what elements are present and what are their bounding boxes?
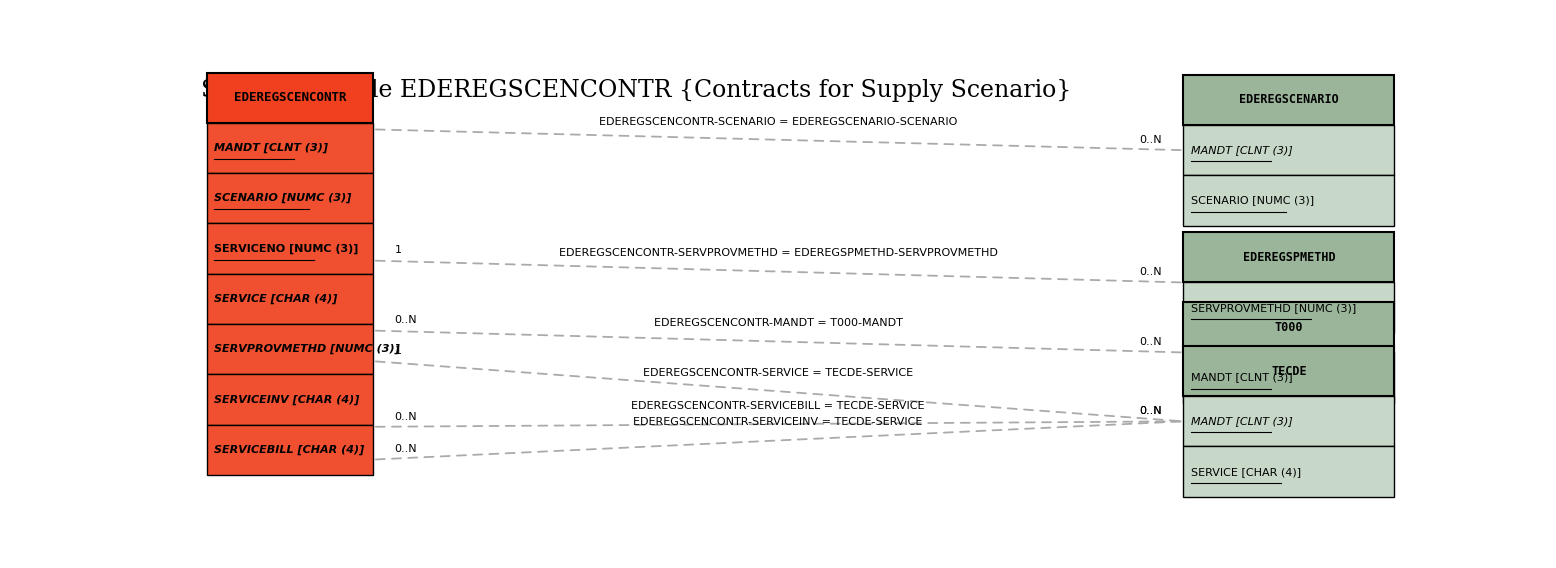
Bar bbox=[1183, 75, 1394, 125]
Text: EDEREGSCENARIO: EDEREGSCENARIO bbox=[1239, 93, 1338, 106]
Text: MANDT [CLNT (3)]: MANDT [CLNT (3)] bbox=[213, 143, 328, 153]
Text: EDEREGSCENCONTR-SERVICEINV = TECDE-SERVICE: EDEREGSCENCONTR-SERVICEINV = TECDE-SERVI… bbox=[633, 417, 923, 427]
Text: SCENARIO [NUMC (3)]: SCENARIO [NUMC (3)] bbox=[213, 193, 352, 203]
Text: SCENARIO [NUMC (3)]: SCENARIO [NUMC (3)] bbox=[1190, 195, 1313, 206]
Text: 0..N: 0..N bbox=[1139, 135, 1162, 145]
Bar bbox=[207, 173, 373, 223]
Text: MANDT [CLNT (3)]: MANDT [CLNT (3)] bbox=[1190, 145, 1293, 155]
Bar bbox=[207, 374, 373, 425]
Text: EDEREGSCENCONTR-MANDT = T000-MANDT: EDEREGSCENCONTR-MANDT = T000-MANDT bbox=[654, 319, 902, 328]
Text: SERVICE [CHAR (4)]: SERVICE [CHAR (4)] bbox=[213, 294, 338, 304]
Text: SERVICENO [NUMC (3)]: SERVICENO [NUMC (3)] bbox=[213, 244, 358, 254]
Bar bbox=[207, 123, 373, 173]
Text: 0..N: 0..N bbox=[1139, 267, 1162, 277]
Text: EDEREGSCENCONTR-SERVPROVMETHD = EDEREGSPMETHD-SERVPROVMETHD: EDEREGSCENCONTR-SERVPROVMETHD = EDEREGSP… bbox=[559, 248, 997, 258]
Text: EDEREGSCENCONTR-SCENARIO = EDEREGSCENARIO-SCENARIO: EDEREGSCENCONTR-SCENARIO = EDEREGSCENARI… bbox=[599, 116, 957, 127]
Text: SAP ABAP table EDEREGSCENCONTR {Contracts for Supply Scenario}: SAP ABAP table EDEREGSCENCONTR {Contract… bbox=[201, 79, 1071, 102]
Bar bbox=[1183, 346, 1394, 396]
Text: 0..N: 0..N bbox=[1139, 337, 1162, 347]
Bar bbox=[207, 425, 373, 475]
Text: EDEREGSPMETHD: EDEREGSPMETHD bbox=[1243, 251, 1335, 264]
Bar bbox=[1183, 176, 1394, 225]
Bar bbox=[1183, 352, 1394, 403]
Text: 1: 1 bbox=[395, 245, 401, 256]
Text: MANDT [CLNT (3)]: MANDT [CLNT (3)] bbox=[1190, 416, 1293, 427]
Text: SERVICE [CHAR (4)]: SERVICE [CHAR (4)] bbox=[1190, 467, 1301, 477]
Text: MANDT [CLNT (3)]: MANDT [CLNT (3)] bbox=[1190, 373, 1291, 383]
Bar bbox=[207, 223, 373, 274]
Bar bbox=[1183, 302, 1394, 352]
Bar bbox=[1183, 232, 1394, 282]
Text: SERVPROVMETHD [NUMC (3)]: SERVPROVMETHD [NUMC (3)] bbox=[1190, 303, 1355, 312]
Text: 0..N: 0..N bbox=[395, 444, 417, 454]
Text: SERVICEBILL [CHAR (4)]: SERVICEBILL [CHAR (4)] bbox=[213, 445, 364, 455]
Bar bbox=[1183, 282, 1394, 333]
Bar bbox=[1183, 125, 1394, 176]
Text: EDEREGSCENCONTR-SERVICE = TECDE-SERVICE: EDEREGSCENCONTR-SERVICE = TECDE-SERVICE bbox=[643, 368, 913, 378]
Text: EDEREGSCENCONTR: EDEREGSCENCONTR bbox=[233, 91, 345, 104]
Bar bbox=[207, 73, 373, 123]
Text: SERVPROVMETHD [NUMC (3)]: SERVPROVMETHD [NUMC (3)] bbox=[213, 344, 400, 354]
Bar bbox=[207, 324, 373, 374]
Text: 0..N: 0..N bbox=[1139, 406, 1162, 416]
Text: TECDE: TECDE bbox=[1271, 365, 1307, 378]
Text: 0..N: 0..N bbox=[395, 315, 417, 325]
Bar bbox=[1183, 396, 1394, 446]
Text: T000: T000 bbox=[1274, 321, 1302, 334]
Text: EDEREGSCENCONTR-SERVICEBILL = TECDE-SERVICE: EDEREGSCENCONTR-SERVICEBILL = TECDE-SERV… bbox=[632, 401, 924, 411]
Text: 0..N: 0..N bbox=[1139, 406, 1162, 416]
Bar bbox=[207, 274, 373, 324]
Text: 0..N: 0..N bbox=[395, 412, 417, 421]
Bar bbox=[1183, 446, 1394, 497]
Text: 1: 1 bbox=[395, 346, 401, 356]
Text: SERVICEINV [CHAR (4)]: SERVICEINV [CHAR (4)] bbox=[213, 394, 359, 404]
